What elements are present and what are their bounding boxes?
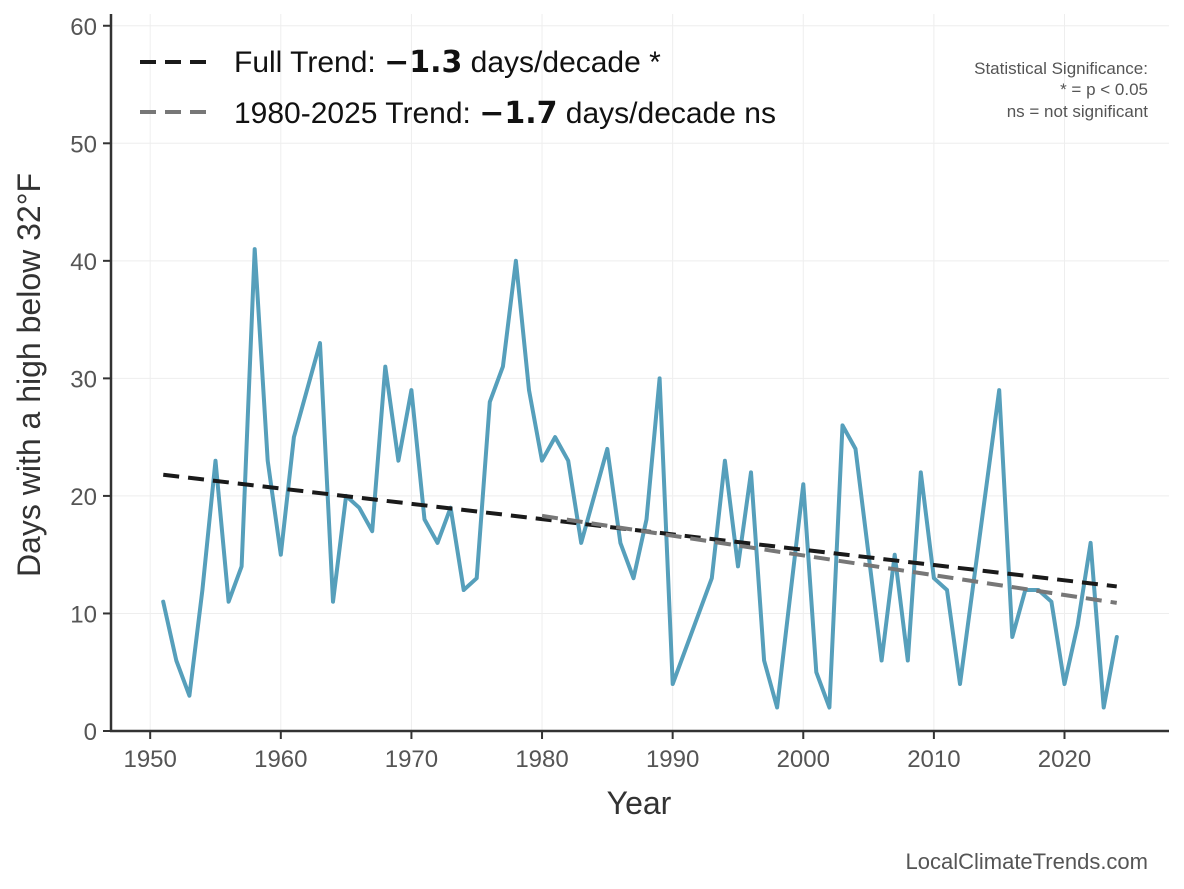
y-tick-label-50: 50 (70, 131, 97, 158)
x-tick-label-1960: 1960 (254, 746, 307, 773)
y-tick-label-0: 0 (84, 719, 97, 746)
data-series (161, 247, 1119, 710)
x-axis-ticks: 1950 1960 1970 1980 1990 2000 2010 2020 (123, 731, 1091, 773)
x-tick-label-1970: 1970 (385, 746, 438, 773)
x-tick-label-1990: 1990 (646, 746, 699, 773)
watermark: LocalClimateTrends.com (906, 849, 1149, 874)
trend-lines (163, 472, 1118, 605)
significance-note-star: * = p < 0.05 (1060, 80, 1148, 99)
x-tick-label-2010: 2010 (907, 746, 960, 773)
x-tick-label-2020: 2020 (1038, 746, 1091, 773)
significance-note-title: Statistical Significance: (974, 59, 1148, 78)
y-tick-label-40: 40 (70, 249, 97, 276)
legend: Full Trend: −1.3 days/decade * 1980-2025… (140, 45, 776, 131)
y-tick-label-30: 30 (70, 366, 97, 393)
y-axis-ticks: 0 10 20 30 40 50 60 (70, 14, 111, 746)
axes (109, 14, 1169, 733)
legend-label-1980-trend: 1980-2025 Trend: −1.7 days/decade ns (234, 96, 776, 131)
series-line-0 (161, 247, 1119, 710)
y-tick-label-20: 20 (70, 484, 97, 511)
y-tick-label-10: 10 (70, 601, 97, 628)
legend-label-full-trend: Full Trend: −1.3 days/decade * (234, 45, 661, 80)
y-tick-label-60: 60 (70, 14, 97, 41)
x-tick-label-1980: 1980 (515, 746, 568, 773)
significance-note-ns: ns = not significant (1007, 102, 1149, 121)
y-axis-title: Days with a high below 32°F (11, 173, 47, 577)
x-tick-label-1950: 1950 (123, 746, 176, 773)
x-tick-label-2000: 2000 (777, 746, 830, 773)
significance-note: Statistical Significance: * = p < 0.05 n… (974, 59, 1148, 121)
1980-trend-line (541, 513, 1118, 605)
full-trend-line (163, 472, 1117, 589)
x-axis-title: Year (607, 785, 672, 821)
